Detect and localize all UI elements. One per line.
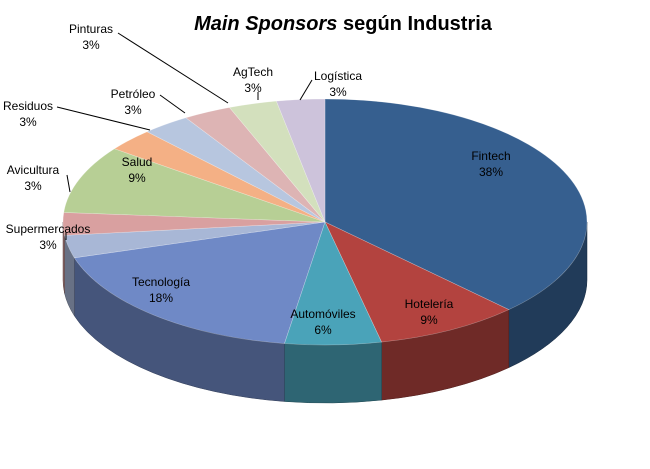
- label-value-supermercados: 3%: [39, 238, 57, 252]
- slice-agtech: [228, 100, 326, 223]
- label-value-tecnologia: 18%: [149, 291, 173, 305]
- pie-top-slices: [62, 98, 588, 346]
- slice-supermercados: [64, 221, 326, 259]
- chart-title: Main Sponsors según Industria: [194, 13, 493, 35]
- chart-title-italic: Main Sponsors: [194, 13, 337, 35]
- label-value-automoviles: 6%: [314, 323, 332, 337]
- leader-line-avicultura: [66, 174, 71, 193]
- label-category-salud: Salud: [122, 155, 153, 169]
- leader-line-petroleo: [159, 94, 186, 114]
- label-category-tecnologia: Tecnología: [132, 275, 190, 289]
- label-value-fintech: 38%: [479, 165, 503, 179]
- slice-labels: Fintech 38% Hotelería 9% Automóviles 6% Tecnol…: [3, 22, 511, 337]
- label-value-pinturas: 3%: [82, 38, 100, 52]
- label-category-petroleo: Petróleo: [111, 87, 156, 101]
- slice-automoviles: [284, 221, 383, 346]
- label-value-petroleo: 3%: [124, 103, 142, 117]
- slice-hoteleria: [324, 221, 510, 343]
- label-value-salud: 9%: [128, 171, 146, 185]
- label-category-pinturas: Pinturas: [69, 22, 113, 36]
- slice-pinturas: [185, 107, 326, 223]
- label-category-avicultura: Avicultura: [7, 163, 60, 177]
- label-value-hoteleria: 9%: [420, 313, 438, 327]
- slice-residuos: [113, 131, 326, 223]
- chart-title-rest: según Industria: [337, 13, 492, 35]
- label-category-automoviles: Automóviles: [290, 307, 355, 321]
- slice-salud: [63, 148, 326, 223]
- leader-lines: [56, 32, 313, 240]
- label-category-fintech: Fintech: [471, 149, 510, 163]
- label-value-agtech: 3%: [244, 81, 262, 95]
- pie-sides: [62, 221, 588, 404]
- label-category-logistica: Logística: [314, 69, 362, 83]
- label-value-logistica: 3%: [329, 85, 347, 99]
- slice-side-automoviles: [284, 341, 382, 404]
- slice-petroleo: [146, 117, 326, 223]
- leader-line-logistica: [299, 79, 313, 101]
- slice-avicultura: [62, 212, 326, 236]
- label-category-supermercados: Supermercados: [6, 222, 91, 236]
- label-value-avicultura: 3%: [24, 179, 42, 193]
- leader-line-residuos: [56, 106, 151, 131]
- slice-fintech: [324, 98, 588, 310]
- label-category-hoteleria: Hotelería: [405, 297, 454, 311]
- label-category-residuos: Residuos: [3, 99, 53, 113]
- label-value-residuos: 3%: [19, 115, 37, 129]
- slice-tecnologia: [73, 221, 326, 344]
- label-category-agtech: AgTech: [233, 65, 273, 79]
- leader-line-pinturas: [117, 32, 229, 104]
